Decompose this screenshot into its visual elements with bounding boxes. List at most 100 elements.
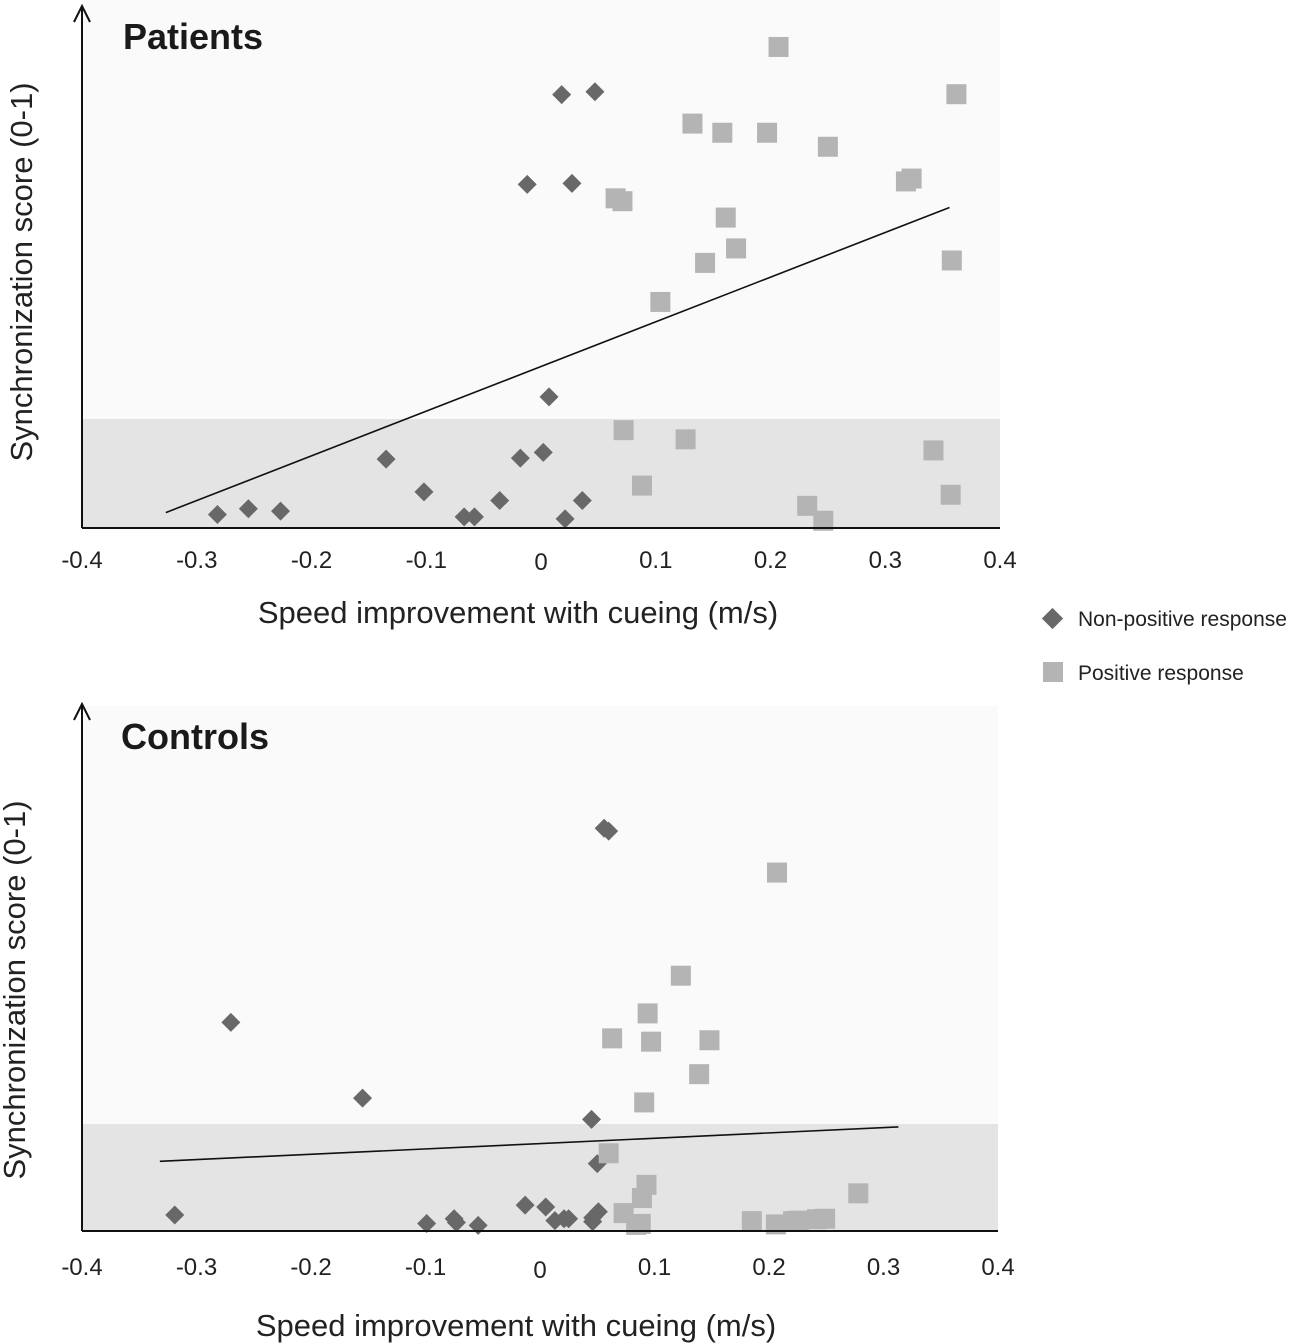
legend-label-positive: Positive response	[1078, 662, 1244, 685]
non-positive-point	[515, 1195, 535, 1215]
non-positive-point	[559, 1209, 579, 1229]
positive-point	[641, 1031, 662, 1052]
x-tick-label: 0.2	[752, 1254, 785, 1281]
positive-point	[757, 122, 778, 143]
y-axis-title: Synchronization score (0-1)	[0, 800, 32, 1179]
x-axis-title: Speed improvement with cueing (m/s)	[258, 595, 778, 630]
non-positive-point	[599, 821, 619, 841]
x-tick-label: 0	[534, 549, 547, 576]
panel-title: Patients	[123, 16, 263, 57]
non-positive-point	[539, 387, 559, 407]
non-positive-point	[454, 507, 474, 527]
positive-point	[767, 862, 788, 883]
non-positive-point	[517, 174, 537, 194]
upper-band	[82, 0, 1000, 419]
positive-point	[699, 1030, 720, 1051]
positive-point	[788, 1210, 809, 1231]
x-tick-label: 0.1	[639, 547, 672, 574]
y-axis-arrowhead	[73, 3, 91, 23]
x-tick-label: 0	[533, 1257, 546, 1284]
shaded-band	[82, 1124, 998, 1231]
legend-diamond-icon	[1041, 607, 1064, 630]
x-tick-label: 0.2	[754, 547, 787, 574]
non-positive-point	[414, 482, 434, 502]
legend-square-icon	[1043, 662, 1063, 682]
non-positive-point	[238, 499, 258, 519]
positive-point	[670, 965, 691, 986]
positive-point	[741, 1211, 762, 1232]
positive-point	[636, 1174, 657, 1195]
x-tick-label: -0.1	[406, 547, 447, 574]
trend-line	[165, 206, 950, 514]
positive-point	[817, 136, 838, 157]
y-axis-arrowhead	[73, 701, 91, 721]
panel-title: Controls	[121, 716, 269, 757]
patients-panel: -0.4 -0.3 -0.2 -0.1 0 0.1 0.2 0.3 0.4 Patients S…	[4, 0, 1017, 630]
x-tick-label: 0.3	[869, 547, 902, 574]
non-positive-point	[552, 85, 572, 105]
non-positive-point	[510, 448, 530, 468]
positive-point	[602, 1028, 623, 1049]
positive-point	[715, 207, 736, 228]
x-tick-label: 0.4	[983, 547, 1016, 574]
non-positive-point	[165, 1205, 185, 1225]
positive-point	[712, 122, 733, 143]
trend-line	[159, 1126, 899, 1163]
positive-point	[768, 36, 789, 57]
non-positive-point	[353, 1088, 373, 1108]
positive-point	[901, 168, 922, 189]
x-tick-label: 0.3	[867, 1254, 900, 1281]
positive-point	[650, 291, 671, 312]
x-tick-label: -0.3	[176, 547, 217, 574]
x-tick-label: -0.2	[291, 547, 332, 574]
x-tick-label: 0.4	[981, 1254, 1014, 1281]
x-tick-label: -0.4	[61, 547, 102, 574]
positive-point	[631, 475, 652, 496]
positive-point	[637, 1003, 658, 1024]
non-positive-point	[417, 1213, 437, 1233]
x-axis-title: Speed improvement with cueing (m/s)	[256, 1308, 776, 1343]
non-positive-point	[221, 1012, 241, 1032]
positive-point	[634, 1092, 655, 1113]
positive-point	[689, 1064, 710, 1085]
non-positive-point	[582, 1109, 602, 1129]
non-positive-point	[555, 509, 575, 529]
positive-point	[695, 252, 716, 273]
positive-point	[630, 1213, 651, 1234]
positive-point	[612, 191, 633, 212]
legend-label-non-positive: Non-positive response	[1078, 608, 1287, 631]
non-positive-point	[376, 449, 396, 469]
non-positive-point	[464, 507, 484, 527]
upper-band	[82, 706, 998, 1124]
positive-point	[598, 1143, 619, 1164]
x-tick-label: -0.1	[405, 1254, 446, 1281]
non-positive-point	[536, 1197, 556, 1217]
shaded-band	[82, 419, 1000, 528]
positive-point	[726, 238, 747, 259]
x-tick-label: -0.4	[61, 1254, 102, 1281]
positive-point	[946, 84, 967, 105]
non-positive-point	[588, 1202, 608, 1222]
positive-point	[682, 113, 703, 134]
non-positive-point	[207, 505, 227, 525]
non-positive-point	[533, 442, 553, 462]
positive-point	[813, 510, 834, 531]
positive-point	[765, 1214, 786, 1235]
positive-point	[675, 429, 696, 450]
controls-panel: -0.4 -0.3 -0.2 -0.1 0 0.1 0.2 0.3 0.4 Controls S…	[0, 701, 1015, 1343]
non-positive-point	[446, 1213, 466, 1233]
positive-point	[815, 1208, 836, 1229]
non-positive-point	[271, 501, 291, 521]
non-positive-point	[585, 82, 605, 102]
y-axis-title: Synchronization score (0-1)	[4, 82, 39, 461]
positive-point	[797, 495, 818, 516]
positive-point	[613, 420, 634, 441]
positive-point	[940, 484, 961, 505]
legend: Non-positive response Positive response	[1041, 607, 1287, 685]
x-tick-label: -0.2	[290, 1254, 331, 1281]
positive-point	[941, 250, 962, 271]
positive-point	[923, 440, 944, 461]
x-tick-label: 0.1	[638, 1254, 671, 1281]
x-tick-label: -0.3	[176, 1254, 217, 1281]
